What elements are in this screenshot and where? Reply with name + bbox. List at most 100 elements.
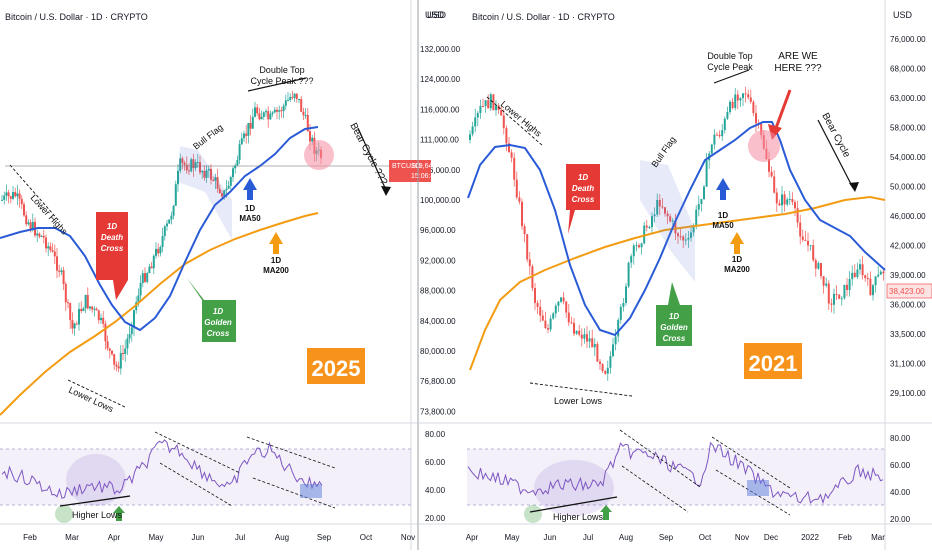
left-y-tick: 96,000.00 <box>420 226 456 235</box>
left-y-ticks: 132,000.00 124,000.00 116,000.00 111,000.00… <box>420 45 461 416</box>
right-y-ticks: 76,000.00 68,000.00 63,000.00 58,000.00 54,0… <box>890 35 926 398</box>
left-price-value: 109,649.33 <box>411 163 446 170</box>
right-year-label: 2021 <box>749 351 798 376</box>
right-candle <box>840 298 843 300</box>
right-price-tag <box>886 283 932 299</box>
left-candle <box>38 233 41 237</box>
left-candle <box>25 215 28 225</box>
left-candle <box>276 109 278 112</box>
left-candle <box>9 196 12 199</box>
right-candle <box>879 271 882 275</box>
left-rsi-tick: 60.00 <box>425 458 446 467</box>
svg-text:1D: 1D <box>271 256 281 265</box>
right-candle <box>690 232 692 238</box>
right-candle <box>866 278 869 280</box>
right-candle <box>583 334 586 339</box>
left-candle <box>20 198 23 205</box>
right-candle <box>658 199 661 207</box>
right-candle <box>557 301 560 306</box>
right-candle <box>697 204 700 210</box>
svg-text:Cross: Cross <box>663 334 686 343</box>
right-candle <box>778 203 781 206</box>
right-candle <box>515 179 518 198</box>
right-candle <box>812 245 815 261</box>
left-double-top-line1: Double Top <box>259 65 304 75</box>
right-candle <box>604 371 607 374</box>
left-candle <box>243 133 245 139</box>
left-candle <box>3 195 6 200</box>
right-x-tick: Nov <box>735 533 749 542</box>
left-currency: USD <box>425 10 445 20</box>
right-candle <box>781 194 783 206</box>
left-rsi-line <box>1 439 323 499</box>
right-x-ticks: Apr May Jun Jul Aug Sep Oct Nov Dec 2022 Feb Mar <box>466 533 885 542</box>
right-candle <box>822 276 825 286</box>
svg-text:Cross: Cross <box>572 195 595 204</box>
left-candle <box>47 246 50 249</box>
right-x-tick: May <box>504 533 519 542</box>
right-candle <box>591 338 594 348</box>
left-ma200-line <box>0 212 319 416</box>
left-y-tick: 92,000.00 <box>420 256 456 265</box>
left-candle <box>201 170 204 173</box>
left-candle <box>29 222 32 230</box>
left-candle <box>64 284 67 303</box>
left-x-tick: Jul <box>235 533 245 542</box>
left-candle <box>163 226 166 237</box>
left-candle <box>254 107 256 117</box>
left-candle <box>216 177 219 189</box>
right-candle <box>729 101 731 113</box>
right-candle <box>508 143 510 153</box>
left-candle <box>247 122 250 136</box>
svg-text:1D: 1D <box>669 312 679 321</box>
right-candle <box>643 225 646 244</box>
left-candle <box>265 111 267 113</box>
left-candle <box>104 323 107 342</box>
right-candle <box>817 263 820 269</box>
left-price-symbol: BTCUSD <box>392 163 421 170</box>
right-candle <box>731 101 734 108</box>
right-candle <box>736 94 739 101</box>
right-candle <box>742 93 744 99</box>
left-candle <box>152 255 155 269</box>
right-candle <box>547 328 549 330</box>
right-candle <box>869 278 872 296</box>
right-y-tick: 42,000.00 <box>890 242 926 251</box>
left-candle <box>78 309 80 325</box>
right-candle <box>801 236 804 240</box>
left-candle <box>80 309 83 312</box>
right-candle <box>619 306 622 320</box>
left-candle <box>262 112 265 117</box>
left-candle <box>45 237 47 249</box>
right-candle <box>560 297 562 302</box>
left-rsi-ticks: 80.00 60.00 40.00 20.00 <box>425 430 446 523</box>
right-candle <box>710 144 713 154</box>
svg-text:1D: 1D <box>578 173 588 182</box>
left-candle <box>269 113 272 120</box>
left-candle <box>16 193 19 197</box>
right-candle <box>656 199 659 215</box>
left-year-box <box>307 348 365 384</box>
left-candle <box>295 93 298 99</box>
left-candle <box>113 354 116 365</box>
right-candle <box>500 109 503 116</box>
left-candle <box>302 111 305 116</box>
left-candle <box>7 192 10 197</box>
left-candle <box>293 93 296 98</box>
right-x-tick: Sep <box>659 533 674 542</box>
right-candle <box>768 159 770 172</box>
right-y-tick: 54,000.00 <box>890 153 926 162</box>
left-candle <box>159 247 162 254</box>
right-candle <box>565 301 568 313</box>
right-candle <box>635 245 638 247</box>
left-candle <box>267 111 270 120</box>
right-candle <box>609 356 612 368</box>
left-candle <box>82 308 85 312</box>
svg-text:HERE ???: HERE ??? <box>774 63 822 74</box>
right-candle <box>677 233 679 237</box>
svg-text:1D: 1D <box>213 307 223 316</box>
right-candle <box>666 213 669 217</box>
left-candle <box>287 99 289 101</box>
right-candle <box>752 101 755 114</box>
right-candle <box>749 97 752 102</box>
